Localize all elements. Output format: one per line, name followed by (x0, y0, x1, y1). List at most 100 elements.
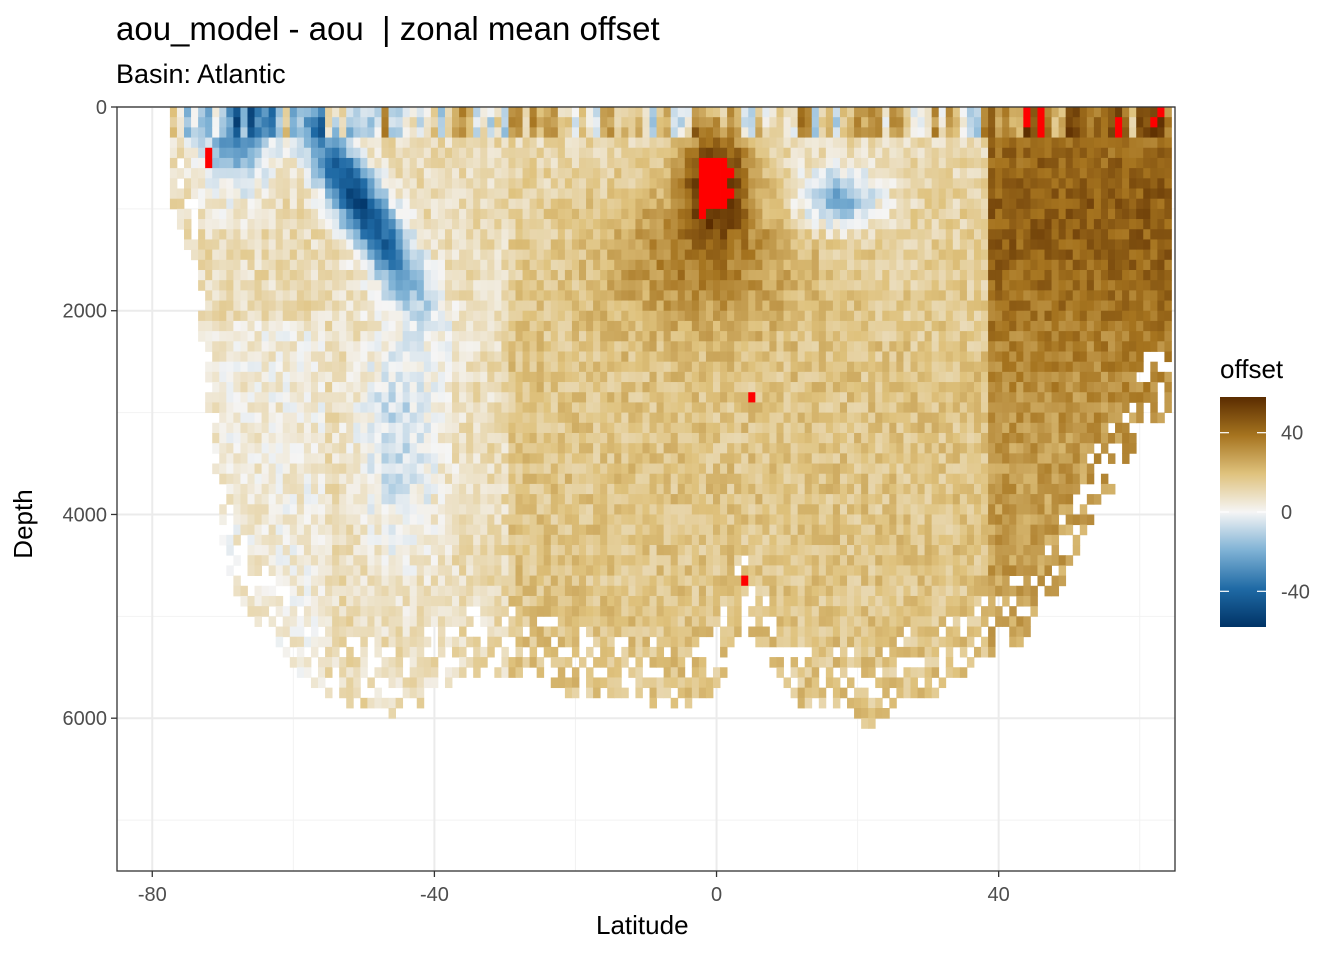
heatmap-cell (698, 178, 707, 189)
heatmap-cell (515, 280, 523, 291)
heatmap-cell (621, 483, 629, 495)
heatmap-cell (395, 657, 404, 668)
heatmap-cell (487, 259, 495, 271)
heatmap-cell (529, 259, 538, 271)
heatmap-cell (741, 137, 749, 149)
heatmap-cell (543, 636, 552, 648)
heatmap-cell (289, 636, 298, 648)
heatmap-cell (607, 371, 615, 383)
heatmap-cell (734, 320, 742, 332)
heatmap-cell (303, 188, 312, 200)
heatmap-cell (303, 229, 312, 240)
heatmap-cell (289, 585, 298, 597)
heatmap-cell (832, 137, 841, 149)
heatmap-cell (543, 127, 552, 138)
heatmap-cell (416, 483, 425, 495)
heatmap-cell (452, 565, 460, 576)
heatmap-cell (691, 310, 700, 322)
heatmap-cell (473, 545, 481, 556)
heatmap-cell (628, 412, 636, 424)
heatmap-cell (769, 595, 777, 607)
heatmap-cell (423, 392, 432, 403)
heatmap-cell (600, 555, 608, 566)
heatmap-cell (466, 117, 474, 128)
heatmap-cell (388, 626, 396, 638)
heatmap-cell (769, 290, 777, 301)
heatmap-cell (416, 320, 425, 332)
heatmap-cell (550, 422, 559, 434)
heatmap-cell (642, 341, 650, 352)
heatmap-cell (578, 606, 587, 617)
heatmap-cell (727, 392, 735, 403)
heatmap-cell (621, 595, 629, 607)
heatmap-cell (219, 392, 227, 403)
heatmap-cell (649, 677, 657, 689)
heatmap-cell (473, 646, 481, 658)
heatmap-cell (473, 575, 481, 587)
heatmap-cell (727, 280, 735, 291)
heatmap-cell (501, 229, 509, 240)
heatmap-cell (727, 626, 735, 638)
heatmap-cell (233, 208, 241, 220)
heatmap-cell (762, 300, 770, 312)
heatmap-cell (473, 107, 481, 118)
heatmap-cell (247, 239, 255, 251)
heatmap-cell (247, 280, 255, 291)
heatmap-cell (691, 534, 700, 546)
heatmap-cell (818, 585, 827, 597)
heatmap-cell (642, 107, 650, 118)
heatmap-cell (832, 178, 841, 189)
heatmap-cell (741, 147, 749, 159)
heatmap-cell (325, 606, 333, 617)
heatmap-cell (783, 188, 791, 200)
heatmap-cell (649, 107, 657, 118)
heatmap-cell (593, 208, 601, 220)
heatmap-cell (776, 259, 784, 271)
heatmap-cell (289, 575, 298, 587)
heatmap-cell (515, 626, 523, 638)
heatmap-cell (797, 524, 806, 536)
heatmap-cell (381, 534, 389, 546)
heatmap-cell (600, 463, 608, 475)
heatmap-cell (325, 351, 333, 363)
heatmap-cell (614, 422, 622, 434)
heatmap-cell (621, 178, 629, 189)
heatmap-cell (501, 565, 509, 576)
heatmap-cell (847, 168, 855, 179)
heatmap-cell (614, 432, 622, 444)
heatmap-cell (543, 269, 552, 281)
heatmap-cell (578, 392, 587, 403)
heatmap-cell (663, 534, 672, 546)
heatmap-cell (459, 606, 467, 617)
heatmap-cell (515, 178, 523, 189)
heatmap-cell (529, 636, 538, 648)
heatmap-cell (515, 229, 523, 240)
heatmap-cell (649, 412, 657, 424)
heatmap-cell (649, 432, 657, 444)
heatmap-cell (367, 259, 375, 271)
heatmap-cell (318, 432, 326, 444)
heatmap-cell (741, 341, 749, 352)
heatmap-cell (564, 290, 573, 301)
heatmap-cell (684, 310, 693, 322)
heatmap-cell (332, 504, 340, 515)
heatmap-cell (713, 361, 721, 373)
heatmap-cell (480, 382, 488, 393)
heatmap-cell (522, 514, 531, 526)
heatmap-cell (303, 483, 312, 495)
heatmap-cell (832, 290, 841, 301)
heatmap-cell (600, 351, 608, 363)
heatmap-cell (275, 412, 284, 424)
heatmap-cell (677, 178, 686, 189)
heatmap-cell (649, 422, 657, 434)
heatmap-cell (409, 677, 418, 689)
heatmap-cell (388, 555, 396, 566)
heatmap-cell (508, 157, 516, 169)
heatmap-cell (628, 168, 636, 179)
heatmap-cell (318, 249, 326, 261)
heatmap-cell (501, 595, 509, 607)
heatmap-cell (388, 290, 396, 301)
heatmap-cell (473, 494, 481, 505)
heatmap-cell (268, 545, 277, 556)
heatmap-cell (769, 422, 777, 434)
